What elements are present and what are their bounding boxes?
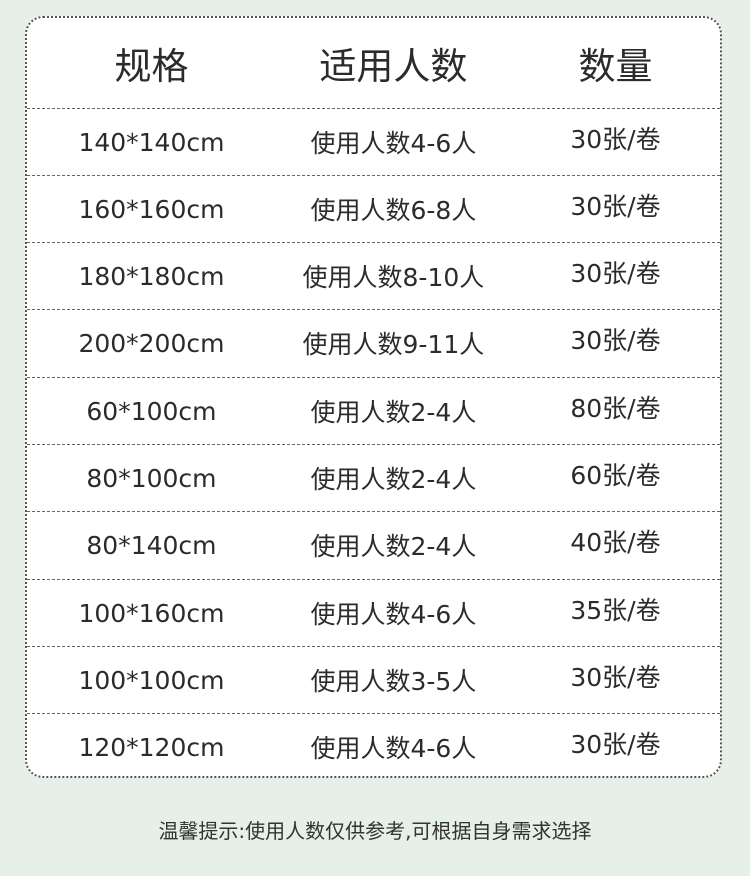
spec-table: 规格 适用人数 数量 140*140cm 使用人数4-6人 30张/卷 160*160…: [25, 16, 722, 778]
spec-cell: 80*100cm: [86, 463, 217, 493]
people-cell: 使用人数2-4人: [310, 532, 477, 561]
people-cell: 使用人数4-6人: [310, 600, 477, 629]
spec-cell: 100*160cm: [78, 598, 225, 628]
quantity-cell: 35张/卷: [570, 596, 661, 625]
quantity-cell: 60张/卷: [570, 461, 661, 490]
table-row: 140*140cm 使用人数4-6人 30张/卷: [27, 108, 720, 175]
quantity-cell: 30张/卷: [570, 663, 661, 692]
header-spec: 规格: [114, 45, 189, 88]
table-row: 80*100cm 使用人数2-4人 60张/卷: [27, 444, 720, 511]
footer-tip: 温馨提示:使用人数仅供参考,可根据自身需求选择: [158, 819, 592, 843]
table-row: 160*160cm 使用人数6-8人 30张/卷: [27, 175, 720, 242]
table-row: 100*160cm 使用人数4-6人 35张/卷: [27, 579, 720, 646]
quantity-cell: 30张/卷: [570, 192, 661, 221]
people-cell: 使用人数3-5人: [310, 667, 477, 696]
people-cell: 使用人数2-4人: [310, 465, 477, 494]
table-row: 80*140cm 使用人数2-4人 40张/卷: [27, 511, 720, 578]
people-cell: 使用人数8-10人: [302, 263, 485, 292]
header-people: 适用人数: [319, 45, 468, 88]
spec-cell: 100*100cm: [78, 665, 225, 695]
table-row: 200*200cm 使用人数9-11人 30张/卷: [27, 309, 720, 376]
quantity-cell: 30张/卷: [570, 730, 661, 759]
quantity-cell: 30张/卷: [570, 326, 661, 355]
people-cell: 使用人数4-6人: [310, 129, 477, 158]
table-row: 60*100cm 使用人数2-4人 80张/卷: [27, 377, 720, 444]
table-row: 120*120cm 使用人数4-6人 30张/卷: [27, 713, 720, 780]
quantity-cell: 30张/卷: [570, 125, 661, 154]
table-row: 100*100cm 使用人数3-5人 30张/卷: [27, 646, 720, 713]
people-cell: 使用人数6-8人: [310, 196, 477, 225]
spec-cell: 180*180cm: [78, 261, 225, 291]
spec-cell: 200*200cm: [78, 328, 225, 358]
spec-cell: 80*140cm: [86, 530, 217, 560]
people-cell: 使用人数4-6人: [310, 734, 477, 763]
quantity-cell: 30张/卷: [570, 259, 661, 288]
quantity-cell: 80张/卷: [570, 394, 661, 423]
spec-cell: 160*160cm: [78, 194, 225, 224]
people-cell: 使用人数2-4人: [310, 398, 477, 427]
people-cell: 使用人数9-11人: [302, 330, 485, 359]
spec-cell: 120*120cm: [78, 732, 225, 762]
header-quantity: 数量: [578, 45, 653, 88]
spec-cell: 60*100cm: [86, 396, 217, 426]
spec-cell: 140*140cm: [78, 127, 225, 157]
table-header: 规格 适用人数 数量: [27, 18, 720, 108]
table-row: 180*180cm 使用人数8-10人 30张/卷: [27, 242, 720, 309]
quantity-cell: 40张/卷: [570, 528, 661, 557]
